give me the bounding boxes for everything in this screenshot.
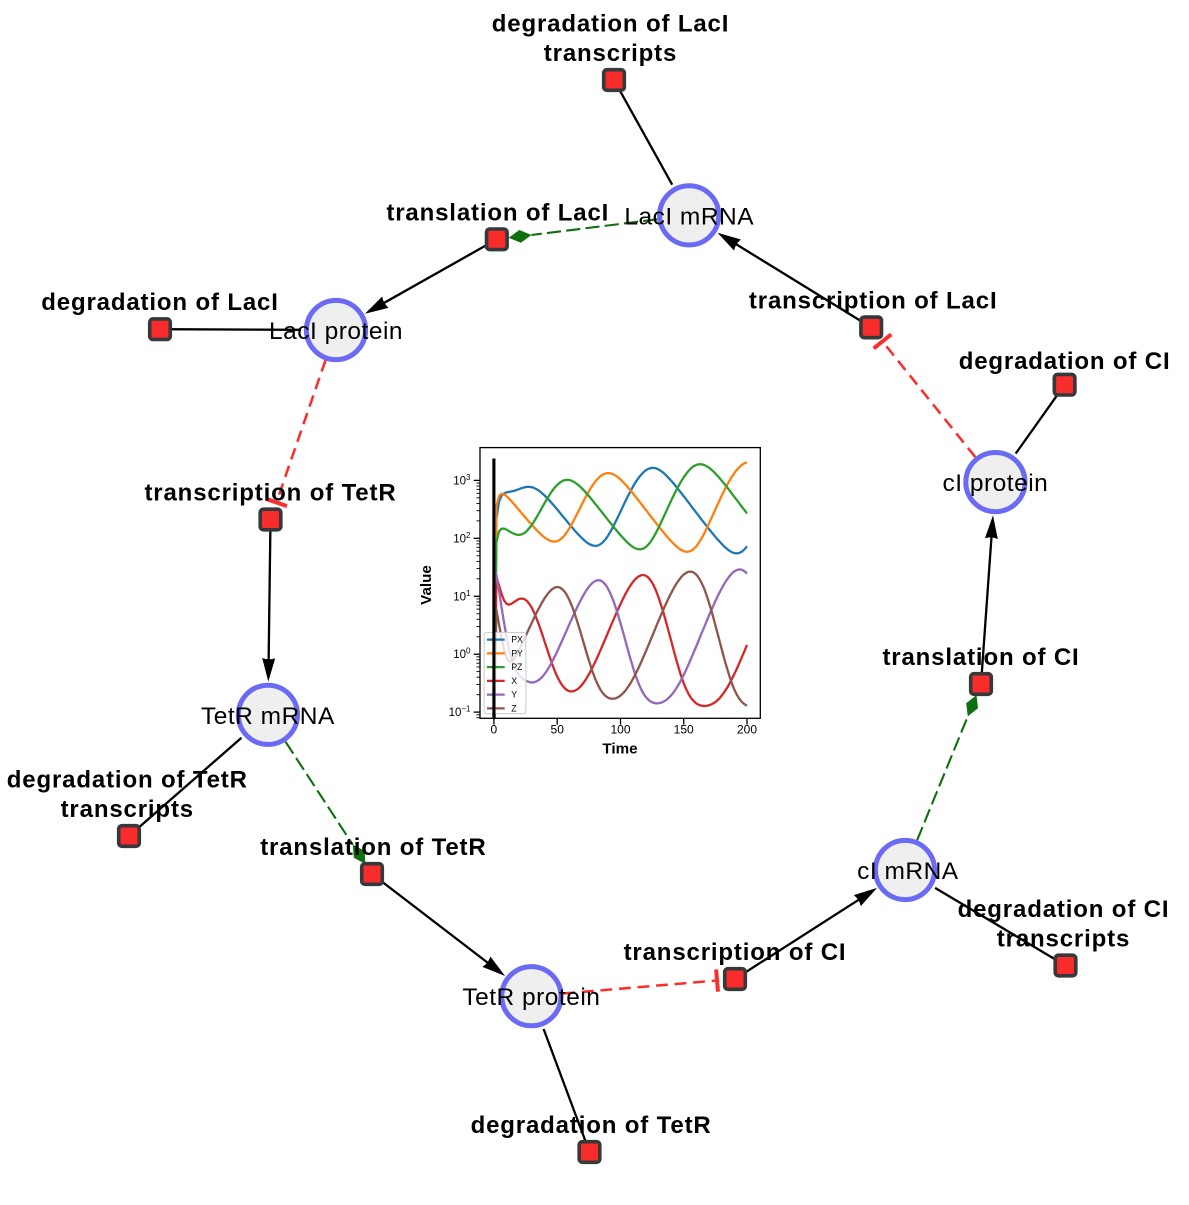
svg-text:transcription of LacI: transcription of LacI: [749, 287, 998, 314]
svg-text:degradation of CI: degradation of CI: [959, 348, 1171, 375]
svg-text:transcription of CI: transcription of CI: [624, 939, 847, 966]
svg-text:200: 200: [737, 722, 757, 736]
svg-text:50: 50: [551, 722, 565, 736]
svg-text:degradation of TetR: degradation of TetR: [7, 767, 248, 794]
svg-text:cI mRNA: cI mRNA: [857, 858, 959, 885]
svg-text:transcripts: transcripts: [997, 925, 1130, 952]
svg-text:TetR mRNA: TetR mRNA: [201, 703, 335, 730]
svg-text:translation of CI: translation of CI: [882, 644, 1079, 671]
svg-text:0: 0: [491, 722, 498, 736]
svg-text:PY: PY: [511, 649, 523, 659]
svg-text:translation of TetR: translation of TetR: [260, 834, 486, 861]
svg-text:LacI mRNA: LacI mRNA: [624, 203, 754, 230]
svg-text:transcripts: transcripts: [61, 796, 194, 823]
svg-text:X: X: [511, 676, 517, 686]
svg-text:degradation of LacI: degradation of LacI: [492, 11, 730, 38]
svg-text:Time: Time: [602, 740, 637, 757]
svg-text:Y: Y: [511, 690, 517, 700]
svg-text:TetR protein: TetR protein: [462, 984, 600, 1011]
svg-text:transcripts: transcripts: [544, 40, 677, 67]
svg-text:degradation of CI: degradation of CI: [958, 896, 1170, 923]
svg-text:PX: PX: [511, 635, 523, 645]
svg-text:Value: Value: [418, 565, 435, 605]
svg-text:degradation of LacI: degradation of LacI: [41, 289, 279, 316]
svg-text:PZ: PZ: [511, 662, 523, 672]
svg-text:100: 100: [610, 722, 630, 736]
svg-text:150: 150: [674, 722, 694, 736]
svg-text:cI protein: cI protein: [943, 470, 1049, 497]
svg-text:translation of LacI: translation of LacI: [386, 199, 609, 226]
svg-text:Z: Z: [511, 704, 517, 714]
svg-text:transcription of TetR: transcription of TetR: [144, 480, 396, 507]
svg-text:LacI protein: LacI protein: [269, 318, 403, 345]
svg-text:degradation of TetR: degradation of TetR: [471, 1112, 712, 1139]
